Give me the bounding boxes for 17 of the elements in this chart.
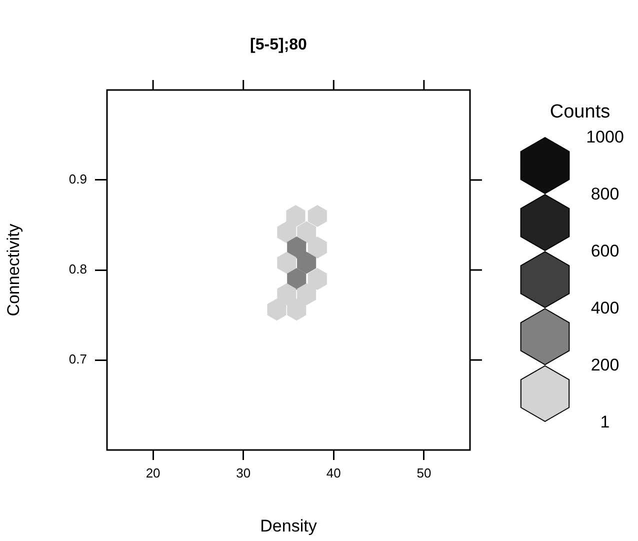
- color-bar-label: 400: [590, 298, 620, 318]
- color-bar-label: 800: [590, 184, 620, 204]
- x-tick-label: 50: [416, 465, 432, 480]
- chart-title: [5-5];80: [250, 36, 308, 54]
- x-tick-label: 40: [326, 465, 341, 480]
- y-tick-label: 0.8: [68, 262, 87, 277]
- y-axis-title: Connectivity: [4, 223, 23, 316]
- x-tick-label: 30: [236, 465, 251, 480]
- color-bar-label: 1000: [586, 128, 624, 146]
- color-bar-label: 600: [590, 242, 620, 261]
- color-bar-label: 1: [600, 412, 610, 432]
- y-tick-label: 0.9: [68, 172, 87, 187]
- color-bar-label: 200: [590, 356, 620, 375]
- x-tick-label: 20: [146, 465, 160, 480]
- y-tick-label: 0.7: [68, 352, 87, 367]
- x-axis-title: Density: [260, 516, 318, 536]
- color-bar-title: Counts: [550, 102, 610, 122]
